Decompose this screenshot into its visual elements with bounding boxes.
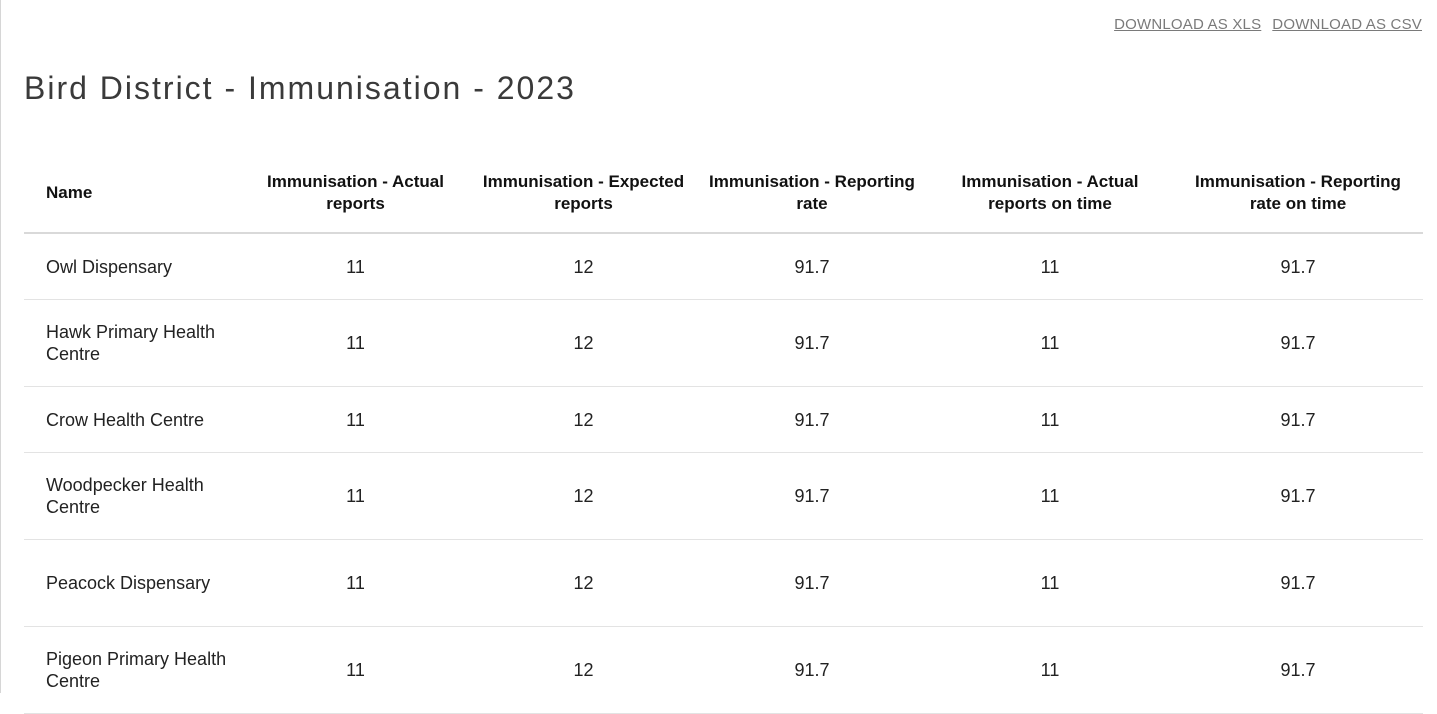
table-row: Pigeon Primary Health Centre 11 12 91.7 … xyxy=(24,626,1423,714)
table-header: Name Immunisation - Actual reports Immun… xyxy=(24,154,1423,234)
report-table: Name Immunisation - Actual reports Immun… xyxy=(24,154,1423,714)
cell-reporting-rate-on-time: 91.7 xyxy=(1173,539,1423,627)
cell-actual-reports-on-time: 11 xyxy=(927,386,1173,453)
cell-actual-reports-on-time: 11 xyxy=(927,626,1173,714)
cell-actual-reports: 11 xyxy=(241,539,470,627)
download-xls-link[interactable]: DOWNLOAD AS XLS xyxy=(1114,16,1262,33)
column-header-reporting-rate: Immunisation - Reporting rate xyxy=(697,154,927,234)
cell-reporting-rate: 91.7 xyxy=(697,233,927,300)
cell-expected-reports: 12 xyxy=(470,299,697,387)
cell-actual-reports-on-time: 11 xyxy=(927,452,1173,540)
cell-actual-reports-on-time: 11 xyxy=(927,233,1173,300)
cell-actual-reports: 11 xyxy=(241,386,470,453)
cell-actual-reports: 11 xyxy=(241,626,470,714)
cell-name: Owl Dispensary xyxy=(24,233,241,300)
cell-name: Hawk Primary Health Centre xyxy=(24,299,241,387)
cell-reporting-rate-on-time: 91.7 xyxy=(1173,386,1423,453)
table-row: Peacock Dispensary 11 12 91.7 11 91.7 xyxy=(24,539,1423,627)
report-title: Bird District - Immunisation - 2023 xyxy=(24,70,576,106)
cell-reporting-rate-on-time: 91.7 xyxy=(1173,452,1423,540)
header-row: Name Immunisation - Actual reports Immun… xyxy=(24,154,1423,234)
cell-reporting-rate: 91.7 xyxy=(697,452,927,540)
column-header-actual-reports: Immunisation - Actual reports xyxy=(241,154,470,234)
table-row: Owl Dispensary 11 12 91.7 11 91.7 xyxy=(24,233,1423,300)
download-csv-link[interactable]: DOWNLOAD AS CSV xyxy=(1272,16,1422,33)
cell-actual-reports: 11 xyxy=(241,452,470,540)
cell-expected-reports: 12 xyxy=(470,539,697,627)
download-toolbar: DOWNLOAD AS XLS DOWNLOAD AS CSV xyxy=(1114,16,1422,33)
cell-expected-reports: 12 xyxy=(470,452,697,540)
column-header-name: Name xyxy=(24,154,241,234)
cell-reporting-rate: 91.7 xyxy=(697,626,927,714)
cell-actual-reports-on-time: 11 xyxy=(927,299,1173,387)
table-row: Crow Health Centre 11 12 91.7 11 91.7 xyxy=(24,386,1423,453)
cell-actual-reports: 11 xyxy=(241,233,470,300)
cell-reporting-rate: 91.7 xyxy=(697,386,927,453)
cell-reporting-rate-on-time: 91.7 xyxy=(1173,299,1423,387)
cell-expected-reports: 12 xyxy=(470,386,697,453)
cell-name: Crow Health Centre xyxy=(24,386,241,453)
cell-reporting-rate-on-time: 91.7 xyxy=(1173,233,1423,300)
cell-actual-reports: 11 xyxy=(241,299,470,387)
table-row: Hawk Primary Health Centre 11 12 91.7 11… xyxy=(24,299,1423,387)
cell-reporting-rate-on-time: 91.7 xyxy=(1173,626,1423,714)
cell-actual-reports-on-time: 11 xyxy=(927,539,1173,627)
cell-expected-reports: 12 xyxy=(470,626,697,714)
cell-expected-reports: 12 xyxy=(470,233,697,300)
table-body: Owl Dispensary 11 12 91.7 11 91.7 Hawk P… xyxy=(24,233,1423,714)
table-row: Woodpecker Health Centre 11 12 91.7 11 9… xyxy=(24,452,1423,540)
cell-name: Peacock Dispensary xyxy=(24,539,241,627)
column-header-expected-reports: Immunisation - Expected reports xyxy=(470,154,697,234)
column-header-reporting-rate-on-time: Immunisation - Reporting rate on time xyxy=(1173,154,1423,234)
column-header-actual-reports-on-time: Immunisation - Actual reports on time xyxy=(927,154,1173,234)
cell-name: Woodpecker Health Centre xyxy=(24,452,241,540)
cell-reporting-rate: 91.7 xyxy=(697,299,927,387)
cell-name: Pigeon Primary Health Centre xyxy=(24,626,241,714)
cell-reporting-rate: 91.7 xyxy=(697,539,927,627)
